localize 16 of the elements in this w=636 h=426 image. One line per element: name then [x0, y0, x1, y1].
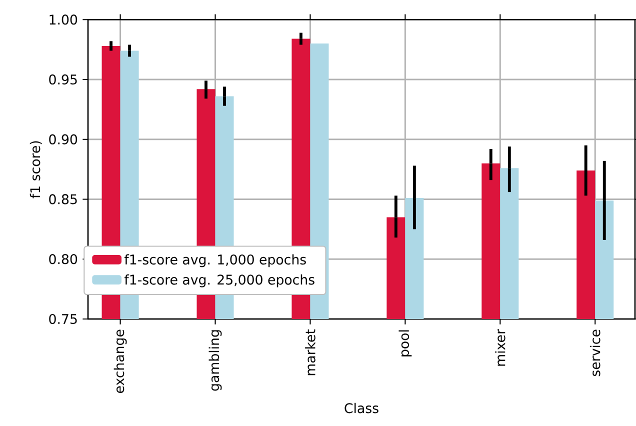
- x-tick-label: pool: [398, 330, 412, 356]
- legend-label: f1-score avg. 25,000 epochs: [124, 274, 314, 288]
- x-tick-label: market: [305, 329, 316, 376]
- y-tick-label: 0.80: [49, 254, 78, 264]
- y-tick-label: 1.00: [50, 14, 78, 25]
- x-tick-label: gambling: [208, 330, 222, 391]
- y-tick-label: 0.85: [49, 194, 77, 204]
- y-axis-title: f1 score): [30, 141, 42, 198]
- x-tick-label: exchange: [114, 330, 127, 394]
- x-axis-title: Class: [344, 402, 378, 414]
- y-tick-label: 0.75: [49, 314, 77, 324]
- x-tick-label: service: [590, 330, 600, 376]
- x-tick-label: mixer: [494, 329, 506, 366]
- y-tick-label: 0.90: [49, 134, 78, 144]
- y-tick-label: 0.95: [49, 74, 77, 85]
- legend-label: f1-score avg. 1,000 epochs: [124, 254, 306, 268]
